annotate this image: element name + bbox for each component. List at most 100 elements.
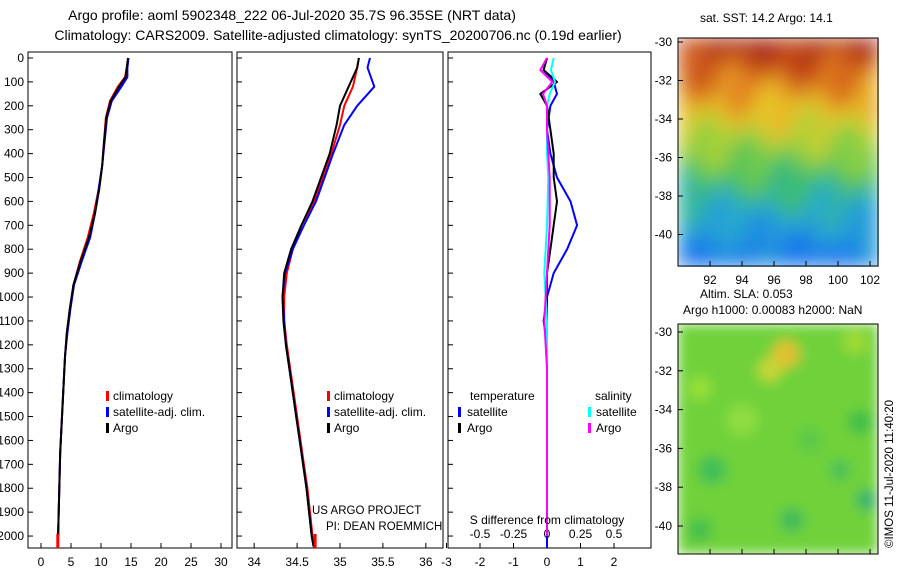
sst-cell	[848, 134, 859, 147]
y-tick-label: 500	[4, 171, 24, 185]
sst-cell	[728, 38, 739, 51]
y-tick-label: 1500	[0, 410, 24, 424]
y-tick-label: 1800	[0, 481, 24, 495]
sst-cell	[788, 206, 799, 219]
sst-cell	[708, 38, 719, 51]
sst-cell	[768, 86, 779, 99]
sst-cell	[758, 122, 769, 135]
sst-cell	[798, 146, 809, 159]
sst-cell	[798, 170, 809, 183]
sst-cell	[698, 50, 709, 63]
sst-cell	[838, 242, 849, 255]
sst-cell	[858, 62, 869, 75]
sst-cell	[748, 218, 759, 231]
sst-map-title: sat. SST: 14.2 Argo: 14.1	[700, 11, 833, 25]
sst-cell	[868, 146, 879, 159]
sst-cell	[758, 194, 769, 207]
sst-map: sat. SST: 14.2 Argo: 14.1 -30 -32 -34 -36 -3…	[655, 11, 881, 287]
sst-cell	[698, 194, 709, 207]
sst-cell	[738, 218, 749, 231]
legend-satellite-adj: satellite-adj. clim.	[334, 405, 426, 419]
sst-cell	[848, 206, 859, 219]
sst-cell	[708, 62, 719, 75]
sst-cell	[828, 230, 839, 243]
sst-cell	[788, 230, 799, 243]
sst-cell	[798, 230, 809, 243]
sst-cell	[838, 158, 849, 171]
sst-cell	[768, 50, 779, 63]
sst-cell	[698, 86, 709, 99]
sst-cell	[688, 134, 699, 147]
sst-cell	[688, 158, 699, 171]
sst-cell	[688, 254, 699, 267]
sst-cell	[798, 182, 809, 195]
sst-cell	[858, 242, 869, 255]
sla-y-label: -34	[655, 403, 673, 417]
y-tick-label: 900	[4, 266, 24, 280]
sst-cell	[698, 38, 709, 51]
sst-cell	[768, 194, 779, 207]
sst-cell	[838, 170, 849, 183]
sst-cell	[808, 242, 819, 255]
legend-climatology: climatology	[113, 389, 173, 403]
sst-y-label: -34	[655, 112, 673, 126]
sst-cell	[828, 38, 839, 51]
legend-temp-satellite-swatch	[458, 407, 461, 417]
sst-cell	[698, 158, 709, 171]
imos-stamp: ©IMOS 11-Jul-2020 11:40:20	[884, 400, 896, 548]
sst-cell	[808, 134, 819, 147]
sst-cell	[698, 206, 709, 219]
sst-x-label: 96	[767, 273, 781, 287]
sst-cell	[798, 206, 809, 219]
sst-cell	[848, 218, 859, 231]
sst-cell	[858, 206, 869, 219]
sst-cell	[768, 38, 779, 51]
sst-cell	[778, 62, 789, 75]
sst-cell	[848, 74, 859, 87]
sst-cell	[808, 74, 819, 87]
sst-cell	[778, 254, 789, 267]
y-tick-label: 1400	[0, 386, 24, 400]
sla-blob	[688, 518, 712, 542]
sst-cell	[748, 146, 759, 159]
sst-cell	[688, 170, 699, 183]
sst-cell	[708, 242, 719, 255]
sst-cell	[698, 218, 709, 231]
sst-cell	[718, 62, 729, 75]
sst-cell	[798, 86, 809, 99]
sst-cell	[828, 74, 839, 87]
sst-cell	[778, 194, 789, 207]
sst-cell	[868, 74, 879, 87]
sst-cell	[768, 134, 779, 147]
sst-cell	[788, 158, 799, 171]
sst-cell	[808, 98, 819, 111]
sla-blob	[698, 456, 726, 484]
legend-climatology: climatology	[334, 389, 394, 403]
sst-cell	[728, 62, 739, 75]
climatology-end-marker	[56, 534, 60, 548]
legend-argo: Argo	[113, 421, 139, 435]
sst-cell	[848, 38, 859, 51]
sst-cell	[808, 194, 819, 207]
sst-cell	[728, 74, 739, 87]
x-tick-label: 10	[94, 555, 108, 569]
sst-cell	[848, 146, 859, 159]
sla-y-label: -32	[655, 364, 673, 378]
sst-cell	[738, 110, 749, 123]
sst-cell	[748, 230, 759, 243]
sst-cell	[868, 110, 879, 123]
sst-cell	[828, 110, 839, 123]
sst-cell	[858, 74, 869, 87]
s-diff-tick-label: 0.5	[606, 527, 623, 541]
sst-cell	[818, 38, 829, 51]
sst-cell	[838, 218, 849, 231]
sst-cell	[678, 182, 689, 195]
sst-cell	[768, 170, 779, 183]
sst-cell	[838, 194, 849, 207]
sst-cell	[698, 134, 709, 147]
sst-cell	[708, 254, 719, 267]
sst-cell	[788, 110, 799, 123]
sst-cell	[728, 242, 739, 255]
sst-cell	[758, 98, 769, 111]
sst-cell	[788, 242, 799, 255]
